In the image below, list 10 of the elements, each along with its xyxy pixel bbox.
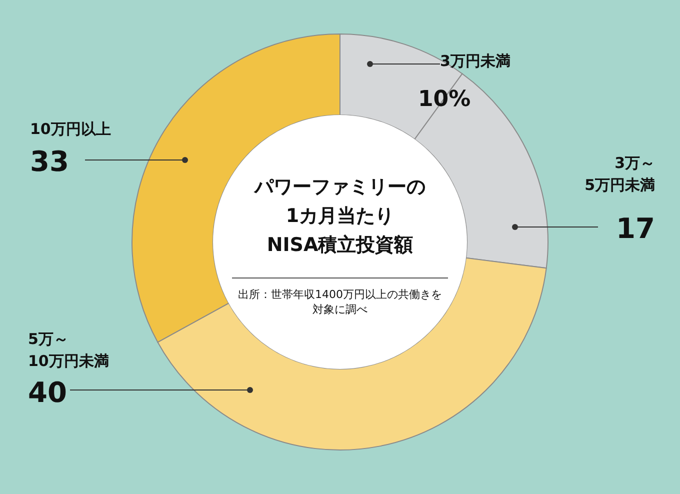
slice-label: 10万円以上	[30, 120, 111, 138]
text: 出所：世帯年収1400万円以上の共働きを対象に調べ	[238, 287, 442, 317]
slice-label: 5万～ 10万円未満	[28, 330, 109, 370]
data-label: 17	[616, 212, 655, 245]
data-label: 33	[30, 145, 69, 178]
data-label: 10%	[418, 87, 471, 112]
slice-label: 3万円未満	[440, 52, 510, 70]
text: パワーファミリーの 1カ月当たり NISA積立投資額	[254, 176, 426, 256]
slice-label: 3万～ 5万円未満	[584, 154, 655, 194]
data-label: 40	[28, 376, 67, 409]
